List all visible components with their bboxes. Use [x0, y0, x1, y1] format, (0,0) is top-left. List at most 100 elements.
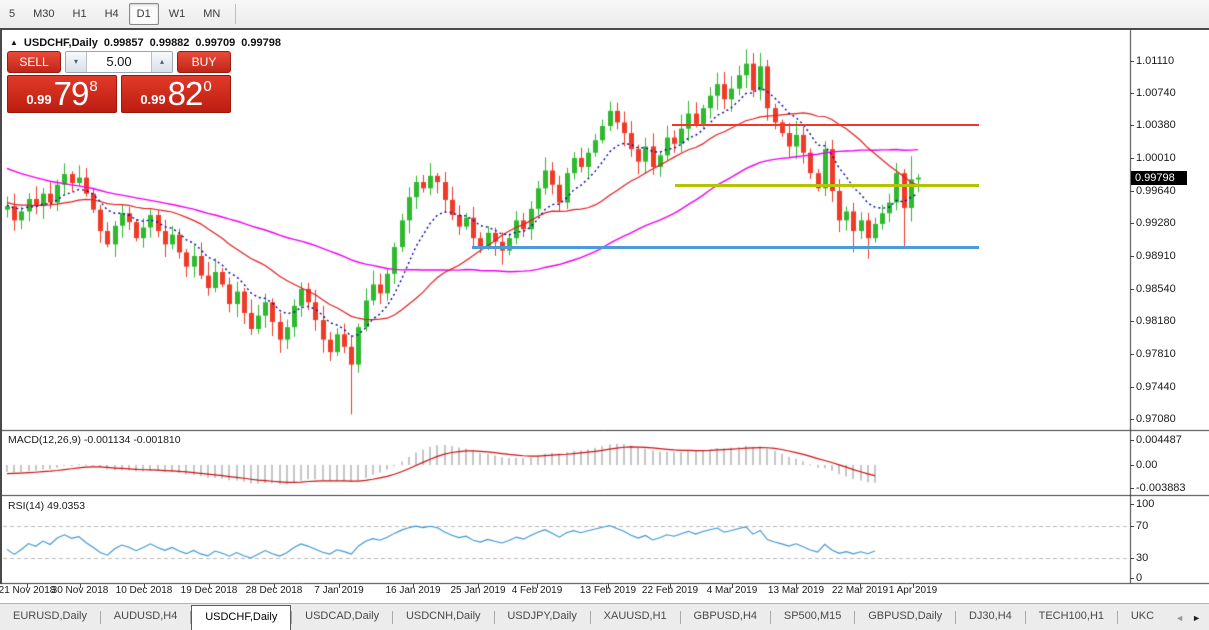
sell-price-small: 0.99 — [26, 91, 52, 107]
timeframe-button-h4[interactable]: H4 — [104, 8, 119, 20]
buy-price-big: 82 — [167, 75, 204, 112]
sell-price-box[interactable]: 0.99 79 8 — [7, 75, 117, 113]
tab-separator — [493, 611, 495, 624]
buy-price-box[interactable]: 0.99 82 0 — [121, 75, 231, 113]
chart-tab-audusd-h4[interactable]: AUDUSD,H4 — [113, 610, 178, 622]
price-chart-canvas[interactable] — [0, 28, 1209, 603]
date-tick — [144, 584, 145, 588]
chart-tab-usdchf-daily[interactable]: USDCHF,Daily — [191, 605, 292, 630]
price-axis-label: 0.99280 — [1136, 217, 1176, 230]
rsi-label: RSI(14) 49.0353 — [8, 500, 86, 512]
price-tick — [1130, 93, 1134, 94]
tab-separator — [955, 611, 956, 624]
chart-tab-gbpusd-h4[interactable]: GBPUSD,H4 — [693, 610, 758, 622]
pivot-line-yellow[interactable] — [675, 184, 979, 188]
chart-tab-usdjpy-daily[interactable]: USDJPY,Daily — [507, 610, 577, 622]
date-tick — [413, 584, 414, 588]
chart-tab-eurusd-daily[interactable]: EURUSD,Daily — [13, 610, 87, 622]
tab-separator — [392, 611, 393, 624]
rsi-axis-label: 70 — [1136, 519, 1149, 532]
ohlc-low: 0.99709 — [195, 37, 236, 49]
price-axis-label: 0.98540 — [1136, 283, 1176, 296]
chart-tab-usdcad-daily[interactable]: USDCAD,Daily — [305, 610, 380, 622]
volume-input[interactable]: 5.00 — [87, 52, 151, 72]
sell-button[interactable]: SELL — [7, 51, 61, 73]
price-tick — [1130, 61, 1134, 62]
date-tick — [608, 584, 609, 588]
macd-tick — [1130, 465, 1134, 466]
date-axis-label: 13 Feb 2019 — [579, 585, 637, 596]
chart-tab-dj30-h4[interactable]: DJ30,H4 — [968, 610, 1012, 622]
price-tick — [1130, 354, 1134, 355]
chart-frame-left — [0, 28, 2, 584]
ohlc-header: ▲ USDCHF,Daily 0.99857 0.99882 0.99709 0… — [10, 37, 281, 49]
date-axis-label: 19 Dec 2018 — [180, 585, 238, 596]
timeframe-button-5[interactable]: 5 — [9, 8, 16, 20]
volume-decrease-icon[interactable]: ▾ — [66, 52, 87, 72]
date-axis-label: 21 Nov 2018 — [0, 585, 56, 596]
date-axis-label: 4 Feb 2019 — [511, 585, 563, 596]
resistance-line-red[interactable] — [672, 124, 979, 127]
rsi-axis-label: 100 — [1136, 497, 1155, 510]
price-tick — [1130, 419, 1134, 420]
chart-tab-gbpusd-daily[interactable]: GBPUSD,Daily — [868, 610, 943, 622]
toolbar-separator — [235, 4, 237, 24]
timeframe-button-mn[interactable]: MN — [203, 8, 221, 20]
price-axis-label: 0.98910 — [1136, 250, 1176, 263]
buy-price-sup: 0 — [203, 77, 212, 95]
date-tick — [339, 584, 340, 588]
tab-separator — [190, 611, 192, 624]
price-tick — [1130, 158, 1134, 159]
macd-value-signal: -0.001810 — [133, 434, 181, 446]
timeframe-button-m30[interactable]: M30 — [33, 8, 55, 20]
chart-tab-ukc[interactable]: UKC — [1130, 610, 1155, 622]
tab-separator — [1024, 611, 1026, 624]
buy-button[interactable]: BUY — [177, 51, 231, 73]
price-axis-label: 1.00380 — [1136, 119, 1176, 132]
current-price-tag: 0.99798 — [1131, 170, 1187, 185]
volume-increase-icon[interactable]: ▴ — [151, 52, 172, 72]
chart-tab-usdcnh-daily[interactable]: USDCNH,Daily — [405, 610, 481, 622]
price-axis-label: 0.97440 — [1136, 381, 1176, 394]
price-axis-label: 0.97810 — [1136, 348, 1176, 361]
collapse-triangle-icon[interactable]: ▲ — [10, 37, 18, 47]
price-tick — [1130, 321, 1134, 322]
date-tick — [478, 584, 479, 588]
date-tick — [860, 584, 861, 588]
date-axis-label: 1 Apr 2019 — [888, 585, 938, 596]
chart-window: ▲ USDCHF,Daily 0.99857 0.99882 0.99709 0… — [0, 28, 1209, 603]
price-axis-label: 1.01110 — [1136, 54, 1175, 67]
timeframe-button-h1[interactable]: H1 — [72, 8, 87, 20]
price-tick — [1130, 289, 1134, 290]
price-axis-label: 0.97080 — [1136, 413, 1176, 426]
macd-tick — [1130, 440, 1134, 441]
one-click-trade-panel: SELL ▾ 5.00 ▴ BUY 0.99 79 8 0.99 82 0 — [7, 51, 231, 113]
macd-axis-label: 0.00 — [1136, 458, 1158, 471]
rsi-axis-label: 30 — [1136, 551, 1149, 564]
tab-separator — [291, 611, 293, 624]
price-tick — [1130, 191, 1134, 192]
timeframe-button-d1[interactable]: D1 — [128, 3, 159, 25]
timeframe-button-w1[interactable]: W1 — [168, 8, 186, 20]
date-tick — [537, 584, 538, 588]
timeframe-toolbar: 5 M30 H1 H4 D1 W1 MN — [0, 0, 1209, 29]
sell-price-sup: 8 — [89, 77, 98, 95]
date-axis-label: 4 Mar 2019 — [706, 585, 758, 596]
tab-scroll-left-icon[interactable]: ◄ — [1175, 612, 1185, 623]
support-line-blue[interactable] — [472, 245, 979, 249]
rsi-axis-label: 0 — [1136, 571, 1143, 584]
date-axis-label: 22 Feb 2019 — [641, 585, 699, 596]
chart-tab-tech100-h1[interactable]: TECH100,H1 — [1038, 610, 1105, 622]
date-tick — [796, 584, 797, 588]
chart-tab-sp500-m15[interactable]: SP500,M15 — [783, 610, 842, 622]
rsi-value: 49.0353 — [47, 500, 86, 512]
chart-tab-xauusd-h1[interactable]: XAUUSD,H1 — [603, 610, 667, 622]
price-axis-label: 1.00740 — [1136, 87, 1176, 100]
tab-separator — [589, 611, 591, 624]
tab-scroll-arrows: ◄ ► — [1167, 604, 1209, 630]
tab-scroll-right-icon[interactable]: ► — [1192, 612, 1201, 623]
date-axis-label: 13 Mar 2019 — [767, 585, 825, 596]
date-axis-label: 10 Dec 2018 — [115, 585, 173, 596]
date-axis-label: 30 Nov 2018 — [51, 585, 109, 596]
